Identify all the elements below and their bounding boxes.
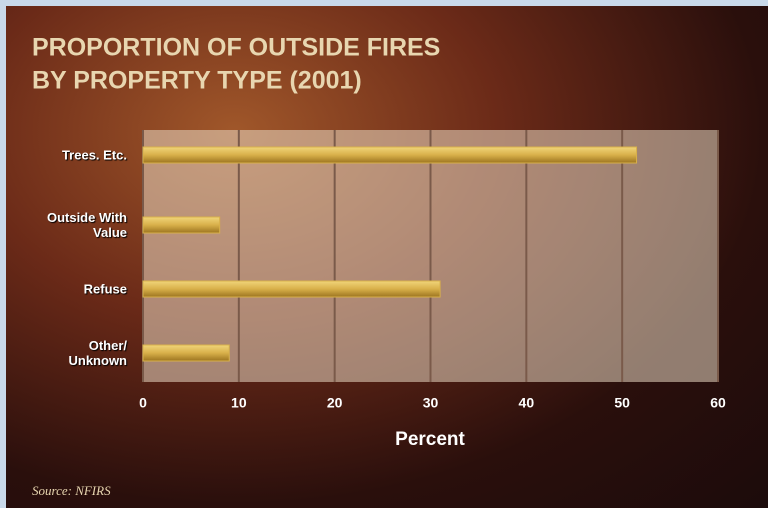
x-tick-label: 60 [710,395,726,411]
y-tick-label: Other/ Unknown [68,338,128,368]
x-tick-label: 20 [327,395,343,411]
x-tick-label: 0 [139,395,147,411]
chart-title: PROPORTION OF OUTSIDE FIRES [32,34,440,62]
bar [142,344,230,362]
source: Source: NFIRS [32,483,111,498]
y-tick-label: Outside With Value [46,210,127,240]
bar [142,146,638,164]
x-tick-label: 10 [231,395,247,411]
y-tick-label: Trees. Etc. [61,147,127,163]
x-axis-label: Percent [395,429,465,450]
x-tick-label: 40 [519,395,535,411]
bar [142,280,441,298]
chart-title: BY PROPERTY TYPE (2001) [32,67,362,95]
x-tick-label: 30 [423,395,439,411]
x-tick-label: 50 [614,395,630,411]
y-tick-label: Refuse [83,281,127,297]
bar [142,216,221,234]
